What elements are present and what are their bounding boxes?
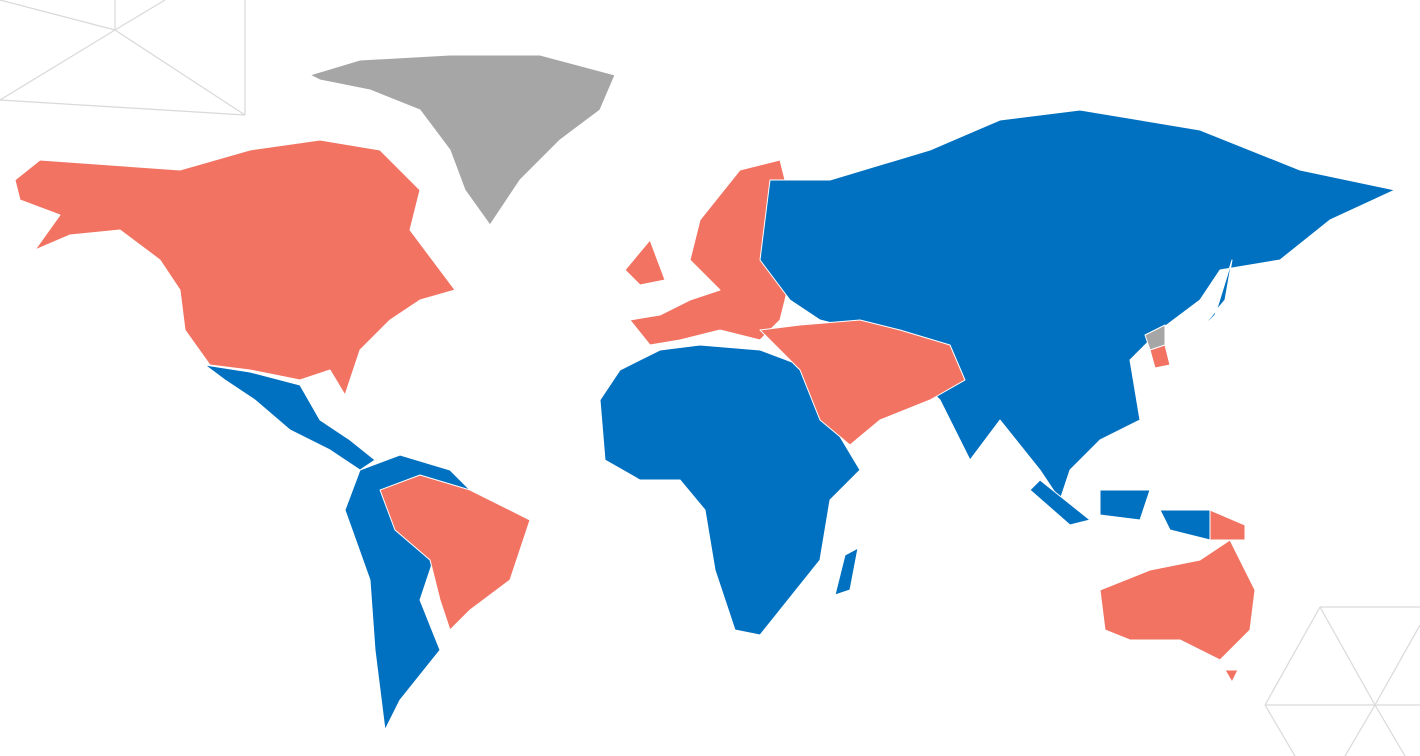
region-borneo: [1099, 489, 1151, 521]
region-japan: [1199, 259, 1233, 331]
region-russia-asia: [759, 109, 1396, 501]
region-new-guinea-west: [1159, 509, 1211, 541]
decorative-triangles-bottom-right: [1264, 606, 1420, 756]
region-uk-ireland: [624, 239, 666, 286]
region-papua-new-guinea: [1209, 509, 1246, 541]
region-brazil: [379, 474, 531, 631]
region-madagascar: [834, 547, 859, 596]
region-south-korea: [1149, 344, 1171, 369]
region-central-america: [204, 364, 376, 471]
region-greenland: [309, 54, 616, 226]
region-australia: [1099, 539, 1256, 661]
region-sumatra: [1029, 479, 1091, 526]
region-north-america: [14, 139, 456, 396]
region-tasmania: [1224, 669, 1239, 683]
decorative-triangles-top-left: [0, 0, 246, 116]
region-middle-east: [759, 319, 966, 446]
region-africa: [599, 344, 861, 636]
